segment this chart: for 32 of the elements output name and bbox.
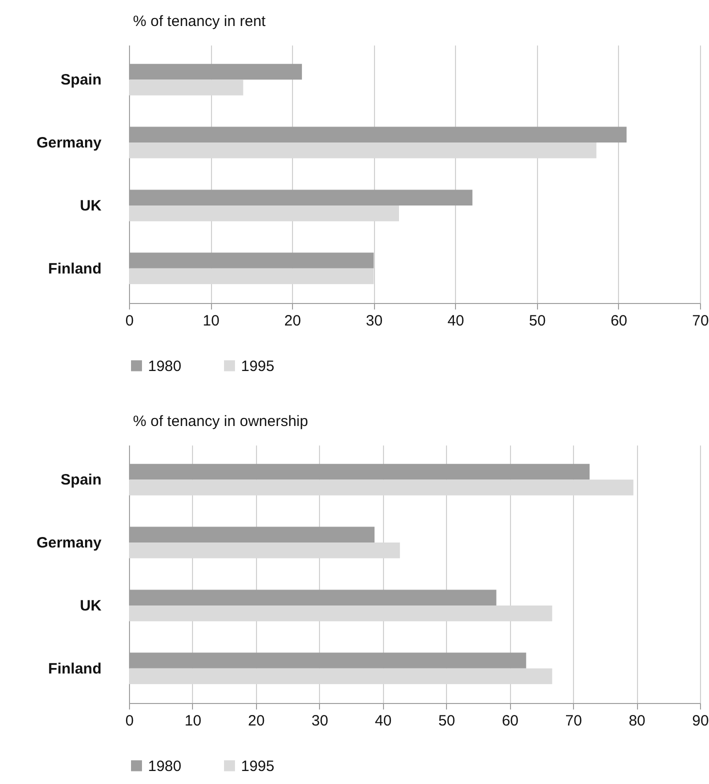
x-tick-label: 20: [284, 312, 301, 330]
y-tick-label: Germany: [36, 134, 102, 152]
x-tick-label: 50: [529, 312, 546, 330]
y-tick-label: Spain: [60, 72, 102, 89]
x-tick-label: 10: [184, 712, 202, 730]
y-tick-label: UK: [80, 597, 102, 614]
x-tick-label: 60: [610, 312, 628, 330]
x-tick-label: 50: [438, 712, 456, 730]
x-tick-label: 90: [692, 712, 709, 730]
legend-label: 1995: [241, 358, 274, 375]
y-tick-label: Germany: [36, 534, 102, 552]
x-tick-label: 70: [565, 712, 582, 730]
chart-title: % of tenancy in rent: [133, 13, 266, 30]
x-tick-label: 60: [502, 712, 519, 730]
legend-label: 1980: [148, 358, 182, 375]
x-tick-label: 0: [125, 312, 134, 330]
y-tick-label: Finland: [48, 260, 102, 278]
x-tick-label: 10: [202, 312, 220, 330]
x-tick-label: 80: [628, 712, 646, 730]
chart-title: % of tenancy in ownership: [133, 413, 308, 430]
x-tick-label: 40: [447, 312, 464, 330]
x-tick-label: 40: [374, 712, 392, 730]
y-tick-label: Spain: [60, 472, 102, 489]
legend-label: 1995: [241, 758, 274, 775]
y-tick-label: Finland: [48, 660, 102, 678]
x-tick-label: 0: [125, 712, 134, 730]
y-tick-label: UK: [80, 197, 102, 214]
x-tick-label: 20: [248, 712, 265, 730]
x-tick-label: 30: [311, 712, 328, 730]
legend-label: 1980: [148, 758, 182, 775]
x-tick-label: 70: [692, 312, 709, 330]
x-tick-label: 30: [366, 312, 383, 330]
